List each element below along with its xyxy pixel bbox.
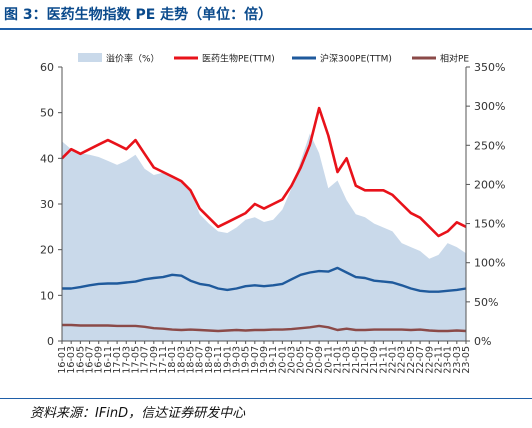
source-note: 资料来源：IFinD，信达证券研发中心 — [30, 406, 246, 421]
x-tick-label: 18-07 — [195, 346, 206, 374]
x-tick-label: 17-11 — [158, 346, 169, 374]
right-tick-label: 100% — [474, 257, 505, 270]
legend-csi300-pe: 沪深300PE(TTM) — [292, 53, 392, 65]
figure-title: 图 3：医药生物指数 PE 走势（单位：倍） — [4, 7, 273, 23]
x-tick-label: 19-05 — [241, 346, 252, 374]
x-tick-label: 17-03 — [121, 346, 132, 374]
left-tick-label: 60 — [40, 61, 54, 74]
x-tick-label: 21-07 — [360, 346, 371, 374]
left-tick-label: 30 — [40, 198, 54, 211]
legend-pharma-pe: 医药生物PE(TTM) — [174, 53, 275, 65]
x-tick-label: 19-03 — [232, 346, 243, 374]
x-tick-label: 18-11 — [213, 346, 224, 374]
legend-relative-pe: 相对PE — [412, 53, 469, 65]
right-tick-label: 0% — [474, 335, 491, 348]
x-tick-label: 16-11 — [103, 346, 114, 374]
x-tick-label: 19-09 — [259, 346, 270, 374]
x-tick-label: 19-01 — [222, 346, 233, 374]
right-tick-label: 300% — [474, 100, 505, 113]
x-tick-label: 17-07 — [140, 346, 151, 374]
x-tick-label: 18-01 — [167, 346, 178, 374]
legend-label: 相对PE — [440, 53, 469, 65]
x-tick-label: 17-09 — [149, 346, 160, 374]
x-tick-label: 21-11 — [378, 346, 389, 374]
x-tick-label: 21-03 — [342, 346, 353, 374]
right-tick-label: 250% — [474, 139, 505, 152]
x-tick-label: 16-07 — [85, 346, 96, 374]
x-tick-label: 17-05 — [131, 346, 142, 374]
x-tick-label: 20-05 — [296, 346, 307, 374]
right-tick-label: 50% — [474, 296, 498, 309]
right-tick-label: 150% — [474, 218, 505, 231]
x-tick-label: 22-01 — [388, 346, 399, 374]
x-tick-label: 16-05 — [75, 346, 86, 374]
left-tick-label: 20 — [40, 244, 54, 257]
x-tick-label: 21-05 — [351, 346, 362, 374]
x-tick-label: 21-09 — [369, 346, 380, 374]
left-tick-label: 50 — [40, 107, 54, 120]
x-tick-label: 20-03 — [287, 346, 298, 374]
right-tick-label: 200% — [474, 178, 505, 191]
pe-trend-chart: 0 10 20 30 40 50 60 0% 50% 100% 150% 200% 250% 300% 35… — [40, 53, 505, 374]
x-tick-label: 22-11 — [434, 346, 445, 374]
x-tick-label: 23-05 — [461, 346, 472, 374]
x-tick-label: 16-09 — [94, 346, 105, 374]
legend-label: 溢价率（%） — [106, 53, 160, 65]
legend-swatch — [78, 53, 102, 62]
x-tick-label: 20-09 — [314, 346, 325, 374]
x-tick-label: 22-09 — [424, 346, 435, 374]
x-tick-label: 16-01 — [57, 346, 68, 374]
x-tick-label: 23-01 — [443, 346, 454, 374]
x-tick-label: 19-07 — [250, 346, 261, 374]
right-tick-label: 350% — [474, 61, 505, 74]
x-tick-label: 18-09 — [204, 346, 215, 374]
axis-layer: 0 10 20 30 40 50 60 0% 50% 100% 150% 200% 250% 300% 35… — [40, 61, 505, 374]
legend-label: 医药生物PE(TTM) — [202, 53, 275, 65]
x-tick-label: 19-11 — [268, 346, 279, 374]
left-tick-label: 0 — [47, 335, 54, 348]
x-tick-label: 23-03 — [452, 346, 463, 374]
title-divider — [0, 28, 532, 30]
x-tick-label: 16-03 — [66, 346, 77, 374]
x-tick-label: 20-11 — [323, 346, 334, 374]
premium-rate-area — [62, 133, 466, 341]
left-tick-label: 40 — [40, 152, 54, 165]
legend-label: 沪深300PE(TTM) — [320, 53, 392, 65]
x-tick-label: 20-07 — [305, 346, 316, 374]
series-line-layer — [61, 106, 467, 333]
left-tick-label: 10 — [40, 289, 54, 302]
x-tick-label: 17-01 — [112, 346, 123, 374]
premium-area-layer — [62, 133, 466, 341]
x-tick-label: 18-03 — [176, 346, 187, 374]
legend-premium-rate: 溢价率（%） — [78, 53, 160, 65]
x-tick-label: 20-01 — [277, 346, 288, 374]
x-tick-label: 18-05 — [186, 346, 197, 374]
x-tick-label: 22-03 — [397, 346, 408, 374]
x-tick-label: 22-07 — [415, 346, 426, 374]
x-tick-label: 21-01 — [333, 346, 344, 374]
source-divider — [0, 398, 532, 399]
x-tick-label: 22-05 — [406, 346, 417, 374]
legend: 溢价率（%） 医药生物PE(TTM) 沪深300PE(TTM) 相对PE — [78, 53, 469, 65]
